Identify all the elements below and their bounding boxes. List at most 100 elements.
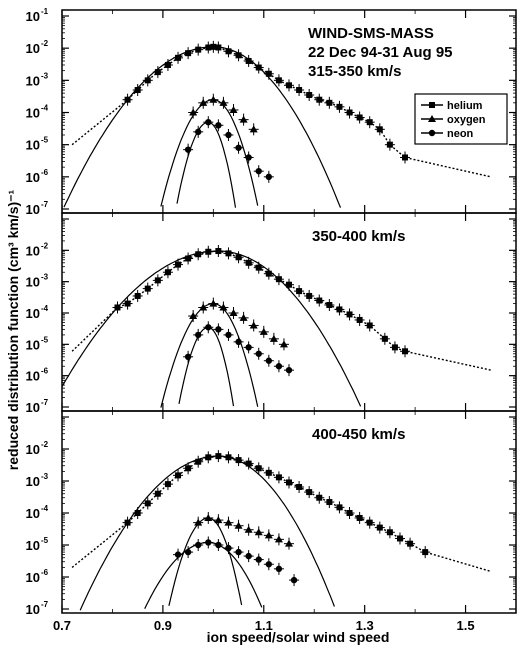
y-tick-exponent: -6	[41, 568, 49, 577]
helium-point	[346, 510, 353, 516]
neon-legend-marker	[428, 129, 436, 137]
helium-point	[195, 458, 202, 465]
neon-point	[184, 548, 192, 556]
helium-point	[316, 494, 323, 501]
data-markers	[112, 245, 411, 377]
helium-point	[346, 311, 353, 318]
helium-point	[422, 549, 429, 556]
helium-point	[225, 250, 232, 257]
helium-point	[286, 82, 292, 89]
oxygen-point	[209, 95, 218, 103]
panel-annotation-line: 400-450 km/s	[312, 426, 405, 443]
y-tick-exponent: -7	[41, 200, 49, 209]
helium-tail-fit	[71, 250, 491, 371]
helium-point	[306, 292, 313, 299]
helium-point	[386, 141, 393, 148]
helium-point	[205, 248, 212, 255]
y-tick-exponent: -5	[41, 536, 49, 545]
x-axis-label: ion speed/solar wind speed	[207, 629, 390, 645]
neon-point	[195, 331, 202, 339]
oxygen-point	[194, 518, 203, 526]
oxygen-point	[214, 516, 223, 524]
y-tick-label: 10	[26, 570, 40, 585]
oxygen-point	[224, 518, 233, 526]
helium-point	[144, 77, 151, 84]
helium-point	[275, 474, 282, 481]
neon-point	[174, 551, 182, 558]
neon-point	[255, 167, 262, 175]
panel-annotation-line: WIND-SMS-MASS	[308, 25, 434, 42]
helium-legend-label: helium	[447, 100, 483, 112]
y-tick-label: 10	[26, 337, 40, 352]
neon-point	[215, 541, 222, 549]
neon-point	[275, 565, 283, 573]
y-tick-label: 10	[26, 474, 40, 489]
neon-point	[225, 544, 232, 552]
helium-point	[215, 248, 222, 255]
helium-point	[275, 276, 282, 283]
y-tick-exponent: -6	[41, 168, 49, 177]
helium-point	[316, 96, 323, 103]
neon-point	[245, 552, 252, 560]
x-tick-label: 1.1	[255, 618, 273, 633]
helium-point	[366, 322, 373, 329]
oxygen-point	[249, 321, 258, 329]
y-tick-label: 10	[26, 506, 40, 521]
helium-point	[366, 519, 373, 526]
y-tick-labels: 10-210-310-410-510-610-7	[26, 440, 49, 617]
helium-point	[144, 500, 151, 507]
data-markers	[122, 450, 431, 587]
helium-point	[306, 489, 313, 496]
neon-point	[245, 154, 252, 161]
y-tick-exponent: -3	[41, 273, 49, 282]
neon-point	[235, 144, 242, 151]
x-tick-label: 1.3	[356, 618, 374, 633]
helium-point	[326, 99, 333, 106]
helium-point	[235, 457, 242, 464]
helium-point	[185, 50, 192, 57]
y-tick-exponent: -3	[41, 472, 49, 481]
helium-point	[124, 96, 131, 103]
oxygen-point	[254, 528, 263, 536]
neon-point	[245, 344, 252, 351]
oxygen-point	[274, 535, 283, 543]
panel-annotation-line: 22 Dec 94-31 Aug 95	[308, 44, 453, 61]
helium-point	[134, 87, 141, 94]
oxygen-point	[259, 327, 268, 335]
helium-point	[326, 302, 333, 309]
y-tick-label: 10	[26, 400, 40, 415]
y-tick-exponent: -1	[41, 7, 49, 16]
helium-point	[381, 335, 388, 342]
helium-point	[195, 46, 202, 53]
helium-point	[215, 44, 222, 51]
panel-frame	[61, 212, 517, 412]
helium-point	[124, 519, 131, 526]
x-tick-label: 0.7	[53, 618, 71, 633]
neon-point	[215, 326, 222, 333]
oxygen-point	[239, 313, 248, 321]
neon-point	[255, 556, 262, 563]
helium-point	[326, 499, 333, 506]
neon-core-fit	[144, 541, 263, 609]
y-tick-label: 10	[26, 243, 40, 258]
data-markers	[122, 40, 411, 183]
panel-annotation: WIND-SMS-MASS 22 Dec 94-31 Aug 95 315-350 …	[308, 25, 453, 80]
neon-point	[225, 331, 232, 339]
helium-point	[175, 54, 182, 61]
y-tick-label: 10	[26, 369, 40, 384]
y-tick-exponent: -4	[41, 304, 49, 313]
helium-point	[124, 300, 131, 307]
helium-core-fit	[79, 455, 335, 611]
oxygen-point	[269, 334, 278, 342]
helium-point	[376, 126, 383, 133]
oxygen-point	[199, 98, 208, 106]
y-tick-label: 10	[26, 306, 40, 321]
helium-point	[391, 344, 398, 351]
neon-point	[215, 122, 222, 129]
oxygen-point	[229, 309, 238, 316]
helium-point	[386, 529, 393, 536]
helium-point	[225, 48, 232, 55]
neon-point	[205, 539, 212, 546]
helium-point	[402, 154, 409, 161]
